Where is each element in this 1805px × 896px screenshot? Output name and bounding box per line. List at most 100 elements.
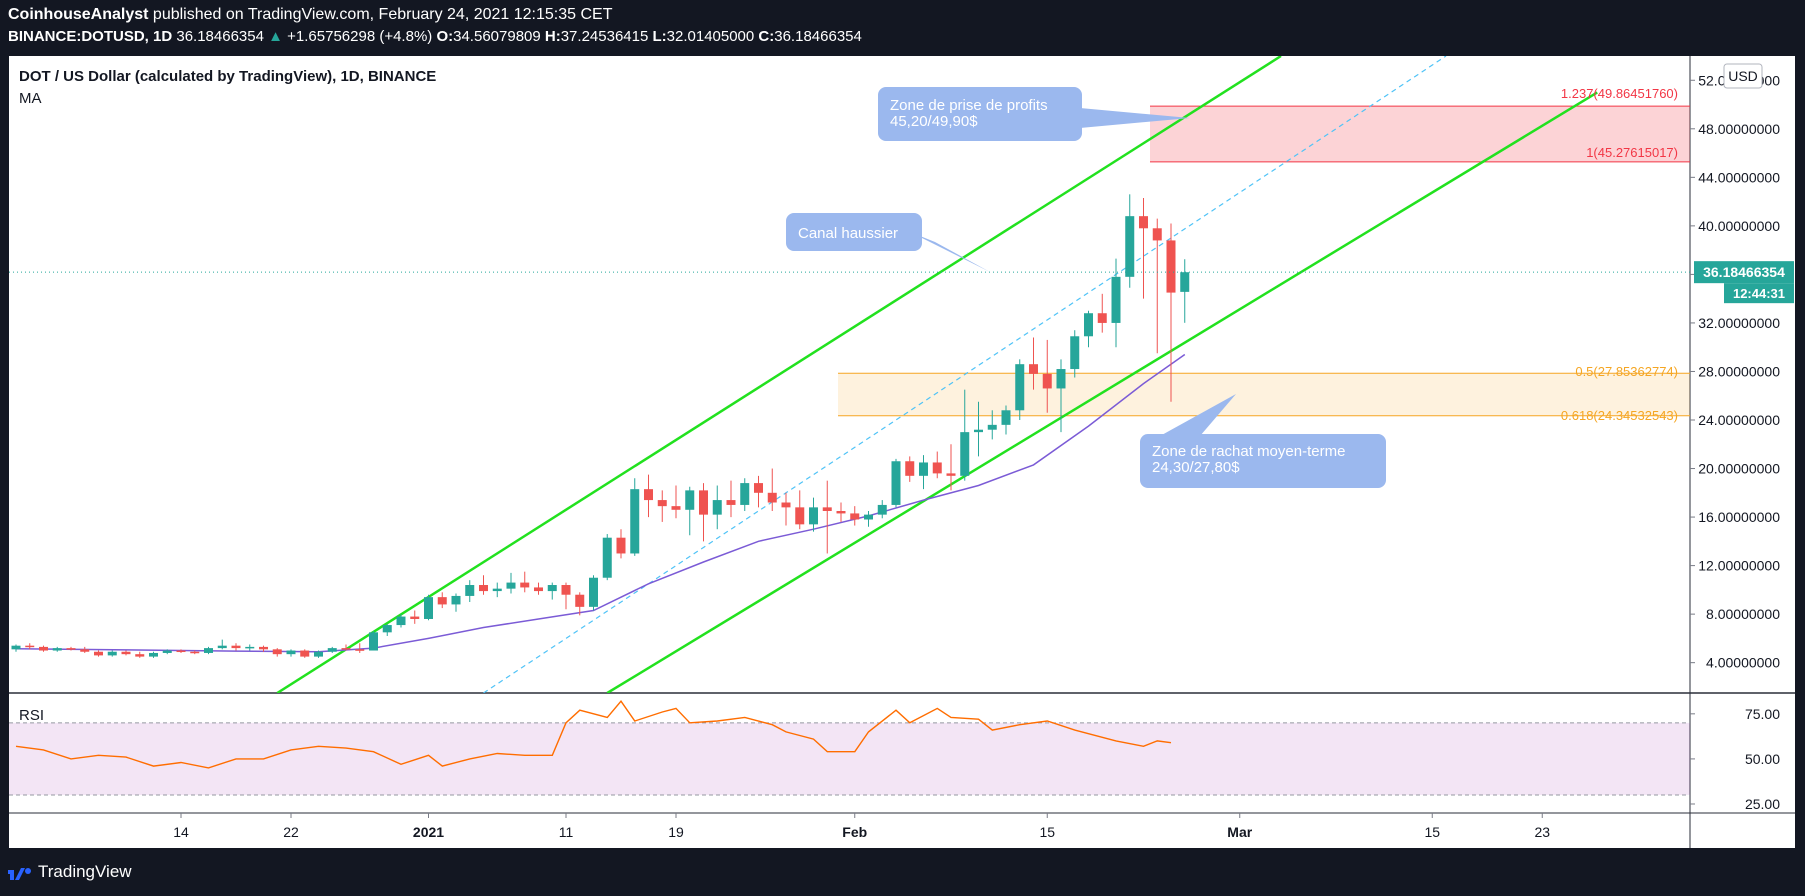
time-tick-label: 14: [173, 824, 189, 840]
candle: [919, 455, 928, 490]
candle-body: [520, 582, 530, 588]
header-bar: CoinhouseAnalyst published on TradingVie…: [0, 0, 1805, 52]
candle: [465, 580, 475, 602]
candle-body: [410, 616, 420, 619]
candle-body: [107, 651, 117, 656]
candle: [644, 474, 653, 518]
buy-zone-range: 24,30/27,80$: [1152, 459, 1240, 476]
fib-label-1-237: 1.237(49.86451760): [1561, 86, 1678, 101]
candle-body: [465, 585, 475, 596]
publisher-name[interactable]: CoinhouseAnalyst: [8, 6, 149, 23]
low-label: L:: [652, 28, 667, 45]
candle: [589, 575, 598, 611]
candle: [864, 511, 873, 527]
candle: [272, 648, 282, 657]
price-tick-label: 48.00000000: [1698, 121, 1780, 137]
candle-body: [327, 648, 337, 652]
candle-body: [1152, 228, 1162, 241]
price-tick-label: 32.00000000: [1698, 315, 1780, 331]
callout-profit-zone[interactable]: Zone de prise de profits 45,20/49,90$: [878, 87, 1190, 141]
open-value: 34.56079809: [453, 28, 541, 45]
candle: [520, 571, 530, 593]
callout-box: [1140, 434, 1386, 488]
candle-body: [479, 585, 488, 592]
rsi-band: [9, 722, 1690, 795]
candle-body: [314, 651, 323, 657]
candle: [1042, 339, 1052, 413]
candle-body: [341, 648, 351, 650]
candle-body: [176, 650, 186, 653]
candle: [932, 451, 942, 479]
candle-body: [1166, 240, 1176, 293]
candle: [891, 458, 901, 508]
candle-body: [644, 489, 653, 501]
candle-body: [369, 632, 378, 651]
fib-label-1: 1(45.27615017): [1586, 145, 1678, 160]
rsi-legend[interactable]: RSI: [19, 707, 44, 724]
callout-box: [786, 213, 922, 251]
channel-line-upper: [276, 56, 1282, 693]
candle-body: [506, 582, 516, 589]
time-tick-label: 2021: [413, 824, 444, 840]
candle-body: [657, 500, 667, 507]
candle: [80, 646, 90, 653]
time-axis[interactable]: 14 22 2021 11 19 Feb 15 Mar 15 23: [173, 813, 1550, 840]
candle: [850, 506, 860, 526]
candle-body: [149, 652, 158, 657]
candle: [547, 582, 557, 600]
ma-legend[interactable]: MA: [19, 90, 42, 107]
callout-pointer: [1160, 394, 1236, 436]
candle: [314, 650, 323, 658]
callout-box: [878, 87, 1082, 141]
candle-body: [726, 500, 736, 505]
tradingview-logo-icon[interactable]: [8, 864, 34, 880]
callout-buy-zone[interactable]: Zone de rachat moyen-terme 24,30/27,80$: [1140, 394, 1386, 488]
brand-name[interactable]: TradingView: [38, 862, 132, 881]
candle: [190, 650, 200, 655]
candle-body: [1084, 313, 1093, 337]
candle-body: [836, 511, 846, 514]
candle: [712, 485, 722, 530]
candle-body: [424, 597, 433, 619]
candle: [327, 646, 337, 653]
candle-body: [11, 645, 21, 650]
candle-body: [135, 654, 145, 657]
price-change: +1.65756298 (+4.8%): [287, 28, 433, 45]
candle-body: [355, 649, 365, 651]
price-tick-label: 12.00000000: [1698, 558, 1780, 574]
candle-body: [1015, 364, 1025, 411]
footer-bar: TradingView: [0, 848, 1805, 896]
candle: [11, 644, 21, 652]
candle-body: [1070, 336, 1080, 370]
candle: [66, 646, 76, 651]
profit-zone-range: 45,20/49,90$: [890, 113, 978, 130]
rsi-tick-label: 75.00: [1745, 706, 1780, 722]
currency-button[interactable]: USD: [1723, 63, 1763, 89]
fib-zones: [838, 105, 1690, 417]
countdown-tag-text: 12:44:31: [1733, 286, 1785, 301]
rsi-pane[interactable]: 75.00 50.00 25.00: [9, 700, 1780, 812]
candle-body: [575, 594, 585, 607]
candle-body: [589, 577, 598, 607]
candle: [781, 492, 791, 526]
symbol: BINANCE:DOTUSD, 1D: [8, 28, 173, 45]
candle-body: [396, 616, 406, 626]
callout-channel[interactable]: Canal haussier: [786, 213, 990, 272]
symbol-line: BINANCE:DOTUSD, 1D 36.18466354 ▲ +1.6575…: [8, 28, 862, 45]
candles[interactable]: [11, 194, 1190, 658]
candle-body: [94, 651, 103, 656]
price-tick-label: 4.00000000: [1706, 655, 1780, 671]
profit-zone-title: Zone de prise de profits: [890, 97, 1048, 114]
candle-body: [877, 504, 887, 515]
candle: [1097, 293, 1107, 333]
fib-zone: [838, 373, 1690, 416]
candle-body: [630, 489, 640, 554]
candle-body: [795, 507, 805, 525]
currency-label: USD: [1728, 68, 1758, 84]
candle: [960, 389, 970, 481]
candle-body: [616, 537, 626, 554]
price-chart[interactable]: 1.237(49.86451760) 1(45.27615017) 0.5(27…: [0, 0, 1805, 848]
candle: [121, 650, 131, 656]
candle: [1070, 330, 1080, 378]
candle: [149, 651, 158, 658]
